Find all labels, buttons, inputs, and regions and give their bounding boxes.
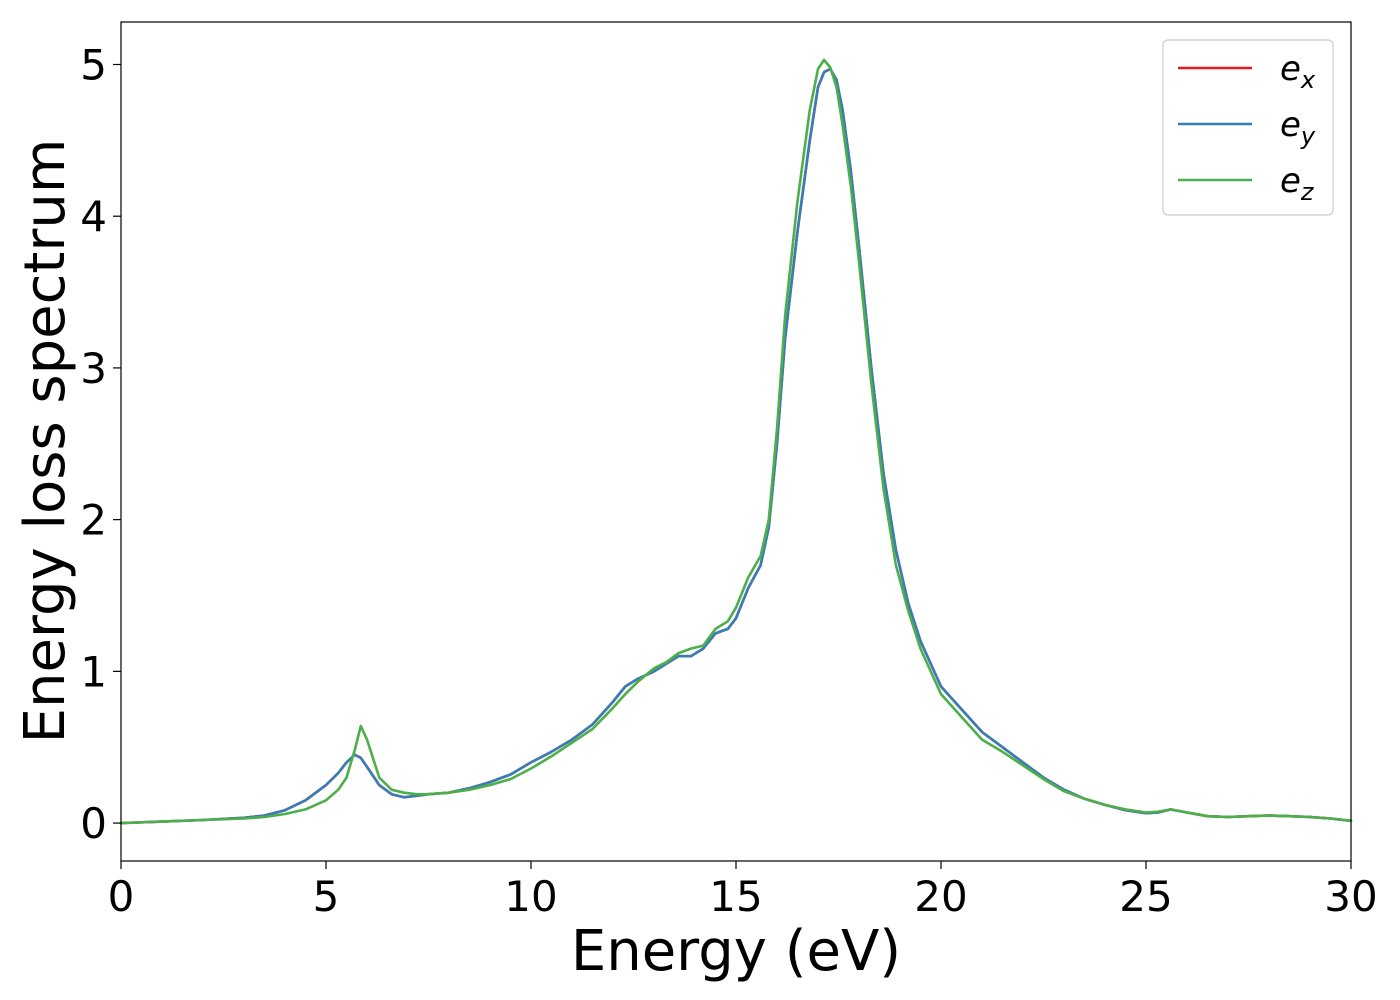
legend-label-subscript: z: [1300, 178, 1315, 206]
x-axis-ticks: 0 5 10 15 20 25 30: [108, 861, 1378, 921]
y-tick-label: 0: [80, 799, 107, 848]
legend-label-base: e: [1280, 105, 1301, 145]
x-tick-label: 5: [313, 872, 340, 921]
legend-label: ez: [1280, 161, 1315, 206]
x-axis-title: Energy (eV): [571, 919, 901, 984]
y-tick-label: 4: [80, 192, 107, 241]
legend-label-base: e: [1280, 49, 1301, 89]
x-tick-label: 30: [1324, 872, 1377, 921]
legend-label: ex: [1280, 49, 1316, 94]
plot-area: [121, 22, 1351, 861]
y-tick-label: 3: [80, 344, 107, 393]
legend-label-subscript: y: [1300, 122, 1316, 150]
x-tick-label: 20: [914, 872, 967, 921]
legend-box: [1162, 39, 1334, 216]
legend-label-base: e: [1280, 161, 1301, 201]
x-tick-label: 0: [108, 872, 135, 921]
y-tick-label: 2: [80, 496, 107, 545]
y-tick-label: 1: [80, 647, 107, 696]
series-line-e-z: [119, 58, 1353, 825]
y-axis-ticks: 0 1 2 3 4 5: [80, 40, 121, 848]
series-layer: [119, 58, 1353, 825]
x-tick-label: 25: [1119, 872, 1172, 921]
x-tick-label: 10: [504, 872, 557, 921]
x-tick-label: 15: [709, 872, 762, 921]
y-axis-title: Energy loss spectrum: [13, 139, 78, 744]
legend-label-subscript: x: [1300, 66, 1316, 94]
legend-label: ey: [1280, 105, 1316, 150]
y-tick-label: 5: [80, 40, 107, 89]
